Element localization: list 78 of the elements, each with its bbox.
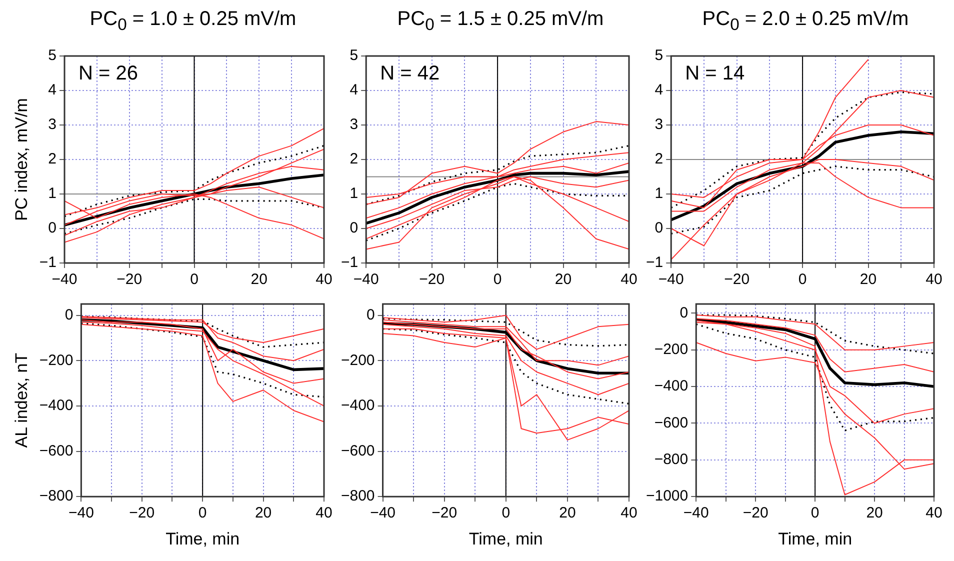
x-tick-label: −40 bbox=[370, 504, 396, 522]
y-tick-label: 4 bbox=[654, 82, 664, 99]
x-tick-label: 0 bbox=[198, 504, 207, 522]
x-axis-title: Time, min bbox=[778, 529, 852, 548]
y-tick-label: 5 bbox=[654, 47, 664, 64]
y-tick-label: 0 bbox=[680, 304, 688, 322]
x-tick-label: −40 bbox=[658, 271, 684, 288]
x-tick-label: −40 bbox=[353, 271, 379, 288]
x-tick-label: 40 bbox=[926, 271, 942, 288]
x-tick-label: 20 bbox=[250, 271, 268, 288]
y-tick-label: −600 bbox=[39, 442, 74, 460]
y-tick-label: 0 bbox=[48, 220, 56, 237]
x-tick-label: −20 bbox=[129, 504, 155, 522]
y-tick-label: 3 bbox=[48, 116, 56, 134]
y-tick-label: −1 bbox=[646, 254, 664, 272]
x-tick-label: 0 bbox=[493, 271, 502, 288]
y-tick-label: −800 bbox=[39, 488, 74, 505]
y-tick-label: −200 bbox=[39, 352, 74, 369]
x-tick-label: 40 bbox=[620, 271, 638, 288]
y-tick-label: −1000 bbox=[646, 488, 688, 505]
x-tick-label: 20 bbox=[554, 271, 572, 288]
annotation: N = 26 bbox=[78, 62, 138, 85]
y-tick-label: 2 bbox=[350, 150, 358, 168]
x-tick-label: 0 bbox=[810, 504, 820, 522]
chart-title: PC$_{0}$ = 1.0 ± 0.25 mV/m bbox=[88, 8, 298, 36]
y-tick-label: 0 bbox=[654, 220, 664, 237]
y-tick-label: 0 bbox=[366, 306, 375, 324]
annotation: N = 14 bbox=[685, 62, 745, 85]
y-tick-label: 0 bbox=[350, 220, 358, 237]
y-tick-label: 1 bbox=[48, 185, 56, 202]
y-axis-title: PC index, mV/m bbox=[12, 98, 31, 221]
y-tick-label: −200 bbox=[654, 341, 688, 358]
y-tick-label: −1 bbox=[340, 254, 358, 272]
y-tick-label: 4 bbox=[350, 82, 358, 99]
y-tick-label: 5 bbox=[48, 47, 56, 64]
x-tick-label: 0 bbox=[190, 271, 198, 288]
y-axis-title: AL index, nT bbox=[12, 352, 31, 448]
x-tick-label: 20 bbox=[860, 271, 877, 288]
y-tick-label: −600 bbox=[654, 414, 688, 432]
x-tick-label: −40 bbox=[52, 271, 78, 288]
x-tick-label: 40 bbox=[316, 271, 332, 288]
x-tick-label: −20 bbox=[419, 271, 445, 288]
annotation: N = 42 bbox=[380, 62, 440, 85]
y-tick-label: 0 bbox=[64, 306, 74, 324]
x-tick-label: 0 bbox=[502, 504, 510, 522]
y-tick-label: −600 bbox=[340, 442, 375, 460]
x-tick-label: 0 bbox=[798, 271, 807, 288]
x-axis-title: Time, min bbox=[166, 529, 240, 548]
y-tick-label: −400 bbox=[654, 378, 688, 395]
y-tick-label: 3 bbox=[654, 116, 664, 134]
y-tick-label: −1 bbox=[39, 254, 56, 272]
x-tick-label: 20 bbox=[866, 504, 883, 522]
x-tick-label: 20 bbox=[254, 504, 272, 522]
x-tick-label: −40 bbox=[68, 504, 94, 522]
x-tick-label: 20 bbox=[559, 504, 576, 522]
y-tick-label: −200 bbox=[340, 352, 375, 369]
x-tick-label: 40 bbox=[926, 504, 942, 522]
y-tick-label: 4 bbox=[48, 82, 56, 99]
y-tick-label: −400 bbox=[39, 397, 74, 414]
x-tick-label: −20 bbox=[432, 504, 458, 522]
y-tick-label: −800 bbox=[654, 451, 688, 468]
x-tick-label: −40 bbox=[683, 504, 709, 522]
chart-title: PC$_{0}$ = 2.0 ± 0.25 mV/m bbox=[701, 8, 910, 36]
y-tick-label: 1 bbox=[654, 185, 664, 202]
x-tick-label: 40 bbox=[316, 504, 332, 522]
chart-title: PC$_{0}$ = 1.5 ± 0.25 mV/m bbox=[396, 8, 605, 36]
x-tick-label: −20 bbox=[116, 271, 142, 288]
y-tick-label: 2 bbox=[654, 150, 664, 168]
y-tick-label: 5 bbox=[350, 47, 358, 64]
x-tick-label: −20 bbox=[742, 504, 768, 522]
y-tick-label: 1 bbox=[350, 185, 358, 202]
y-tick-label: 3 bbox=[350, 116, 358, 134]
y-tick-label: −400 bbox=[340, 397, 375, 414]
y-tick-label: 2 bbox=[48, 150, 56, 168]
x-axis-title: Time, min bbox=[468, 529, 543, 548]
x-tick-label: −20 bbox=[724, 271, 750, 288]
y-tick-label: −800 bbox=[340, 488, 375, 505]
x-tick-label: 40 bbox=[620, 504, 638, 522]
